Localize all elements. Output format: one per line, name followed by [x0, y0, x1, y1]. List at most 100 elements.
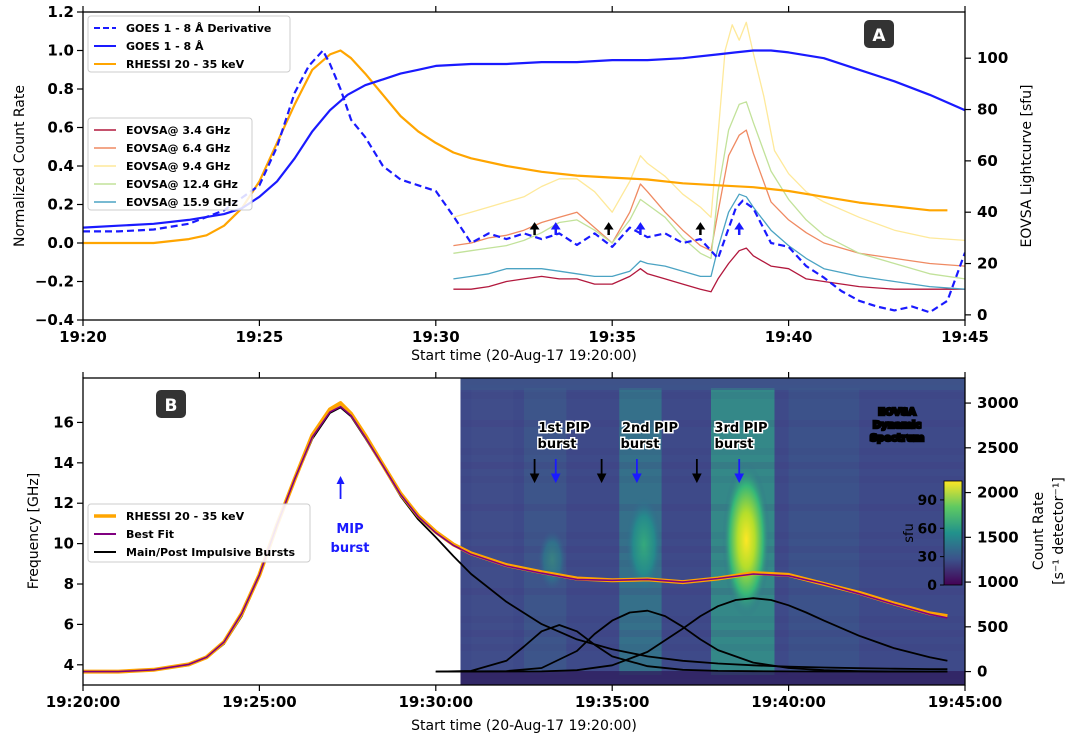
blue-arrow-a-head — [550, 222, 561, 230]
black-arrow-b-head — [596, 473, 607, 484]
y-tick-label: −0.4 — [35, 311, 74, 329]
legend-label: Main/Post Impulsive Bursts — [126, 546, 295, 559]
black-arrow-a-head — [695, 222, 706, 230]
black-arrow-a-head — [603, 222, 614, 230]
panel-b-x-ticks: 19:20:00 19:25:00 19:30:00 19:35:00 19:40:00… — [46, 372, 1003, 711]
y-tick-label: 0.2 — [47, 196, 74, 214]
y2-tick-label: 60 — [977, 152, 998, 170]
legend-label: Best Fit — [126, 528, 174, 541]
y-tick-label: 16 — [53, 413, 74, 431]
blue-arrow-a-head — [635, 222, 646, 230]
panel-b-burst-arrows — [336, 459, 745, 499]
panel-b-badge: B — [156, 390, 186, 418]
colorbar-tick-label: 90 — [918, 493, 938, 509]
y2-tick-label: 0 — [977, 306, 987, 324]
mip-label-line2: burst — [331, 541, 370, 556]
panel-b-legend: RHESSI 20 - 35 keV Best Fit Main/Post Impu… — [87, 503, 311, 563]
panel-b-y2-label-line2: [s⁻¹ detector⁻¹] — [1051, 477, 1067, 585]
legend-label: EOVSA@ 9.4 GHz — [126, 160, 230, 173]
spectrum-title-line2: Dynamic — [873, 420, 922, 431]
series-line-pip-burst-3 — [435, 597, 948, 673]
panel-a-x-ticks: 19:20 19:25 19:30 19:35 19:40 19:45 — [59, 6, 989, 346]
x-tick-label: 19:35 — [588, 328, 636, 346]
spectrum-band — [524, 388, 567, 675]
spectrum-row — [460, 448, 965, 455]
x-tick-label: 19:20:00 — [46, 693, 121, 711]
y2-tick-label: 40 — [977, 203, 998, 221]
series-line-eovsa-6-4-ghz — [453, 129, 965, 267]
spectrum-band — [471, 388, 514, 675]
panel-b-y-label: Frequency [GHz] — [26, 473, 42, 589]
y2-tick-label: 0 — [977, 663, 987, 681]
spectrum-band — [788, 388, 860, 675]
legend-label: EOVSA@ 6.4 GHz — [126, 142, 230, 155]
pip3-label-line2: burst — [715, 437, 754, 452]
blue-arrow-b-head — [632, 473, 642, 484]
spectrum-row — [460, 546, 965, 553]
panel-b-badge-label: B — [165, 396, 178, 416]
x-tick-label: 19:35:00 — [575, 693, 650, 711]
legend-label: EOVSA@ 15.9 GHz — [126, 196, 238, 209]
series-line-eovsa-3-4-ghz — [453, 247, 965, 293]
pip2-label-line2: burst — [621, 437, 660, 452]
spectrum-hotspot-1 — [538, 530, 567, 590]
legend-label: GOES 1 - 8 Å Derivative — [126, 22, 271, 35]
series-line-eovsa-12-4-ghz — [453, 101, 965, 280]
panel-a-y-ticks: −0.4 −0.2 0.0 0.2 0.4 0.6 0.8 1.0 1.2 — [35, 3, 83, 329]
panel-a-legend-eovsa: EOVSA@ 3.4 GHz EOVSA@ 6.4 GHz EOVSA@ 9.4 G… — [87, 117, 253, 211]
y-tick-label: 0.6 — [47, 119, 74, 137]
spectrum-row — [460, 476, 965, 483]
panel-a-y-label: Normalized Count Rate — [12, 85, 28, 247]
black-arrow-b-head — [692, 473, 702, 484]
y2-tick-label: 2500 — [977, 439, 1019, 457]
panel-a: 19:20 19:25 19:30 19:35 19:40 19:45 −0.4 −0.2 0… — [12, 3, 1035, 364]
x-tick-label: 19:40 — [765, 328, 813, 346]
legend-label: RHESSI 20 - 35 keV — [126, 510, 245, 523]
blue-arrow-b-head — [734, 473, 745, 484]
panel-b-x-label: Start time (20-Aug-17 19:20:00) — [411, 718, 637, 734]
colorbar-label: sfu — [902, 523, 917, 543]
burst-annotations: MIP burst 1st PIP burst 2nd PIP burst 3r… — [331, 420, 770, 557]
blue-arrow-b-head — [550, 473, 561, 484]
spectrum-row — [460, 392, 965, 399]
x-tick-label: 19:45:00 — [928, 693, 1003, 711]
panel-b-y-ticks: 4 6 8 10 12 14 16 — [53, 413, 83, 674]
spectrum-row — [460, 630, 965, 637]
black-arrow-a-head — [529, 222, 540, 230]
y2-tick-label: 1000 — [977, 573, 1019, 591]
spectrum-row — [460, 420, 965, 427]
panel-b-y2-label-line1: Count Rate — [1031, 492, 1047, 570]
panel-a-x-label: Start time (20-Aug-17 19:20:00) — [411, 348, 637, 364]
spectrum-row — [460, 616, 965, 623]
spectrum-row — [460, 560, 965, 567]
panel-a-burst-arrows — [529, 222, 745, 235]
black-arrow-b-head — [529, 473, 540, 484]
y2-tick-label: 80 — [977, 101, 998, 119]
colorbar-gradient — [943, 480, 963, 586]
y-tick-label: 4 — [64, 656, 74, 674]
y-tick-label: 1.0 — [47, 42, 74, 60]
legend-label: GOES 1 - 8 Å — [126, 40, 204, 53]
panel-a-badge: A — [864, 20, 894, 48]
spectrum-row — [460, 518, 965, 525]
spectrum-row — [460, 588, 965, 595]
y-tick-label: 14 — [53, 454, 74, 472]
y-tick-label: 0.8 — [47, 80, 74, 98]
x-tick-label: 19:20 — [59, 328, 107, 346]
series-line-pip-burst-2 — [435, 609, 948, 673]
series-line-eovsa-9-4-ghz — [453, 21, 965, 242]
y2-tick-label: 2000 — [977, 484, 1019, 502]
series-line-best-fit — [83, 405, 948, 673]
x-tick-label: 19:25:00 — [222, 693, 297, 711]
y-tick-label: −0.2 — [35, 273, 74, 291]
y2-tick-label: 100 — [977, 49, 1008, 67]
y-tick-label: 1.2 — [47, 3, 74, 21]
colorbar-tick-label: 30 — [918, 550, 938, 566]
spectrum-row — [460, 490, 965, 497]
colorbar-tick-label: 0 — [927, 578, 937, 594]
panel-a-badge-label: A — [872, 26, 886, 46]
y-tick-label: 6 — [64, 615, 74, 633]
legend-label: EOVSA@ 3.4 GHz — [126, 124, 230, 137]
x-tick-label: 19:45 — [941, 328, 989, 346]
